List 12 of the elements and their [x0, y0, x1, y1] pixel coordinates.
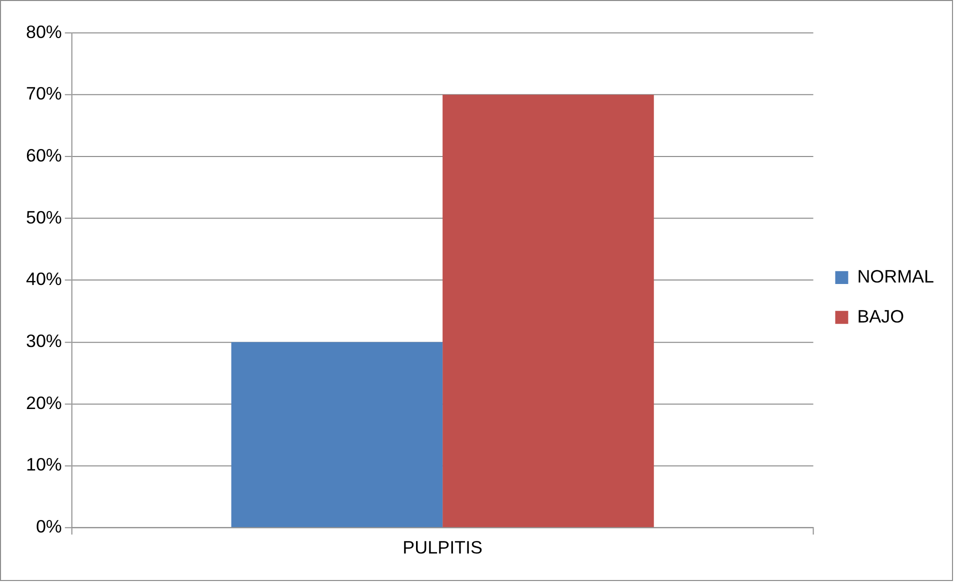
x-tick-label: PULPITIS	[402, 537, 483, 558]
y-tick-label: 10%	[26, 454, 62, 475]
y-tick-label: 50%	[26, 207, 62, 228]
y-tick-label: 20%	[26, 392, 62, 413]
y-tick-label: 70%	[26, 84, 62, 104]
legend-label: BAJO	[857, 306, 904, 326]
y-tick-label: 60%	[26, 146, 62, 166]
y-tick-label: 30%	[26, 331, 62, 352]
y-tick-label: 0%	[36, 516, 62, 537]
y-tick-label: 40%	[26, 269, 62, 290]
legend-label: NORMAL	[857, 266, 934, 286]
y-tick-label: 80%	[26, 22, 62, 42]
